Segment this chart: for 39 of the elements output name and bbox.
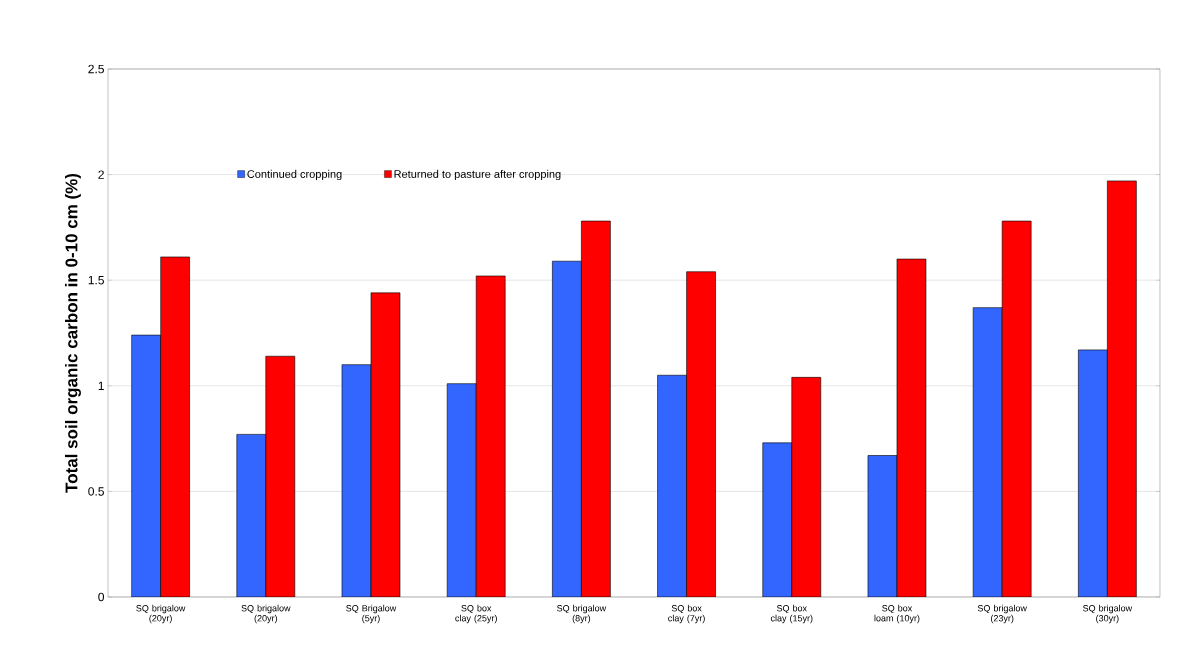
bar: [370, 292, 401, 597]
bar: [475, 275, 506, 597]
bar: [236, 434, 267, 597]
bar: [160, 256, 190, 597]
bar: [791, 377, 822, 597]
bar: [341, 364, 372, 597]
bar: [867, 455, 898, 597]
legend-label: Returned to pasture after cropping: [394, 169, 561, 181]
bar: [1078, 349, 1108, 597]
y-tick-label: 1.5: [88, 276, 104, 285]
legend-label: Continued cropping: [247, 169, 342, 181]
y-tick-label: 2: [98, 170, 104, 179]
bar: [581, 220, 611, 597]
y-tick-label: 0: [98, 592, 105, 602]
bar: [552, 260, 582, 597]
bar: [1001, 220, 1032, 597]
x-tick-label: SQ brigalow (30yr): [1083, 604, 1133, 624]
y-tick-label: 2.5: [88, 64, 104, 74]
x-tick-label: SQ Brigalow (5yr): [346, 604, 397, 624]
bar: [1107, 180, 1137, 597]
y-tick-label: 1: [98, 381, 104, 390]
x-tick-label: SQ brigalow (23yr): [977, 604, 1027, 624]
bar: [446, 383, 477, 597]
bar: [265, 355, 296, 597]
x-tick-label: SQ box loam (10yr): [874, 604, 920, 624]
x-tick-label: SQ brigalow (20yr): [241, 604, 291, 624]
x-tick-label: SQ brigalow (20yr): [136, 604, 186, 624]
x-tick-label: SQ box clay (15yr): [770, 604, 813, 624]
bar: [686, 271, 716, 597]
x-tick-label: SQ box clay (7yr): [668, 604, 705, 624]
x-tick-label: SQ box clay (25yr): [455, 604, 497, 624]
y-axis-title: Total soil organic carbon in 0-10 cm (%): [65, 173, 81, 493]
bar: [657, 374, 687, 597]
bar: [896, 258, 927, 597]
y-tick-label: 0.5: [88, 487, 104, 496]
bar: [762, 442, 793, 597]
x-tick-label: SQ brigalow (8yr): [557, 604, 607, 624]
bar: [972, 307, 1003, 597]
bar: [131, 334, 161, 597]
